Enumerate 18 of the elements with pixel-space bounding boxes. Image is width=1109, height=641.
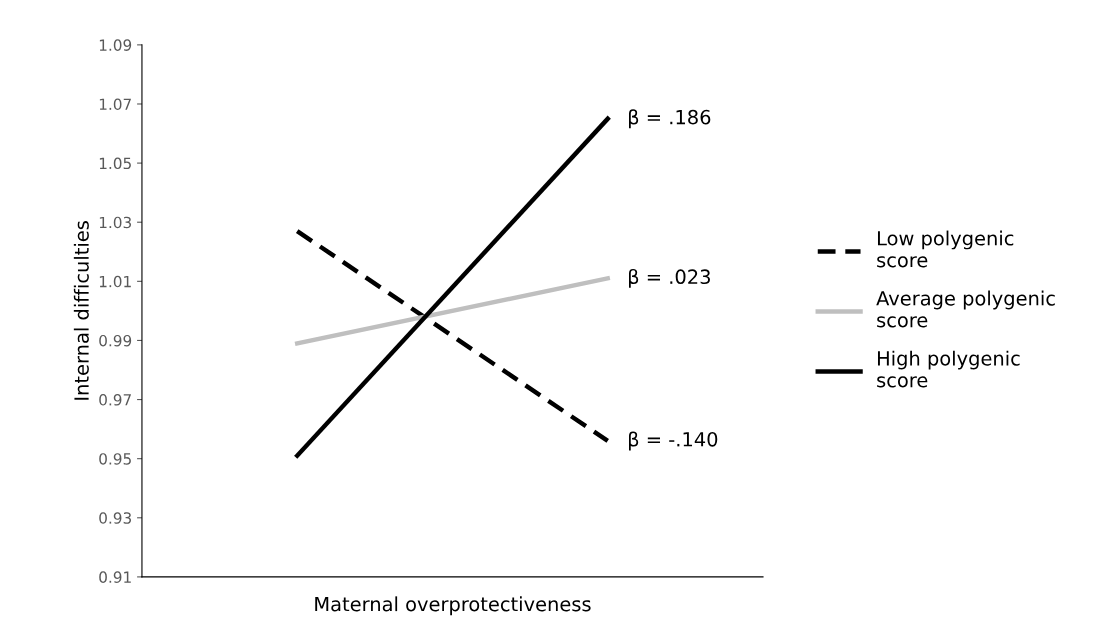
y-tick-label: 0.97 [99, 394, 131, 406]
y-tick-label: 0.91 [99, 571, 131, 583]
y-tick-label: 0.93 [99, 512, 132, 524]
y-tick-label: 1.07 [99, 98, 131, 111]
legend-label: Average polygenic score [876, 290, 1055, 328]
y-tick-label: 1.01 [99, 275, 131, 288]
y-tick-label: 0.99 [99, 334, 132, 347]
annotation: β = .186 [629, 109, 711, 129]
annotation: β = .023 [629, 268, 710, 288]
y-tick-label: 1.03 [99, 216, 132, 229]
y-tick-label: 1.09 [99, 39, 132, 51]
y-tick-label: 1.05 [99, 157, 131, 170]
y-axis-title: Internal difficulties [73, 221, 89, 400]
x-axis-title: Maternal overprotectiveness [315, 596, 591, 616]
legend-label: Low polygenic score [877, 230, 1014, 268]
legend-label: High polygenic score [877, 350, 1020, 388]
y-tick-label: 0.95 [99, 453, 131, 465]
annotation: β = -.140 [629, 431, 718, 451]
